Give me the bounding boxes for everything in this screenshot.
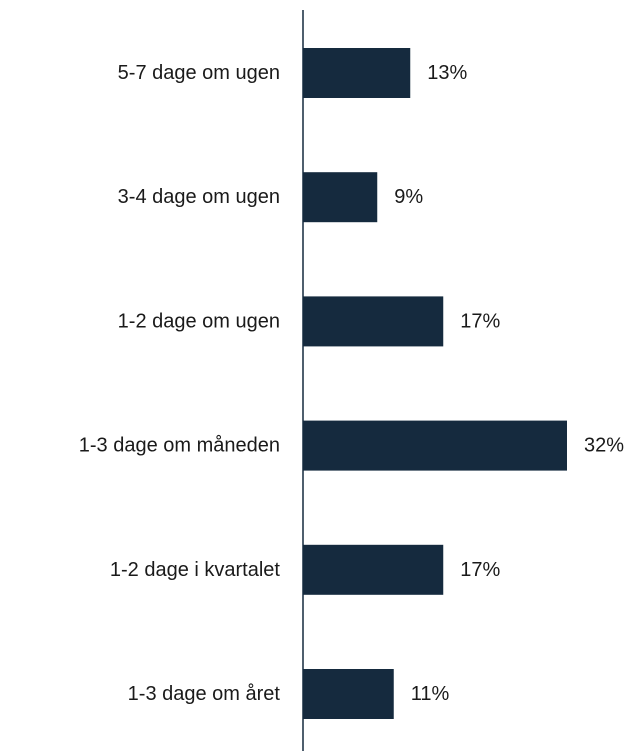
category-label: 1-2 dage om ugen — [118, 310, 280, 332]
bars-layer — [303, 48, 567, 719]
category-label: 1-3 dage om måneden — [79, 435, 280, 457]
category-label: 1-2 dage i kvartalet — [110, 559, 281, 581]
category-label: 5-7 dage om ugen — [118, 62, 280, 84]
value-labels-layer: 13% 9% 17% 32% 17% 11% — [394, 62, 624, 705]
category-labels-layer: 5-7 dage om ugen 3-4 dage om ugen 1-2 dage… — [79, 62, 281, 705]
value-label: 9% — [394, 186, 423, 208]
value-label: 11% — [411, 683, 450, 705]
value-label: 17% — [460, 559, 500, 581]
category-label: 1-3 dage om året — [128, 683, 281, 705]
category-label: 3-4 dage om ugen — [118, 186, 280, 208]
bar — [303, 296, 444, 347]
value-label: 17% — [460, 310, 500, 332]
bar — [303, 48, 411, 98]
bar — [303, 420, 567, 471]
value-label: 13% — [427, 62, 467, 84]
bar — [303, 544, 444, 595]
value-label: 32% — [584, 435, 624, 457]
bar — [303, 669, 394, 719]
bar — [303, 172, 378, 223]
